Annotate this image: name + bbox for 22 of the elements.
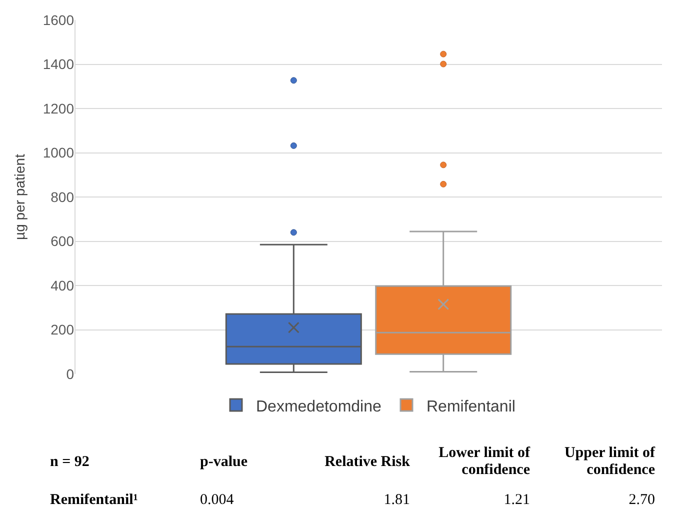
text: p-value bbox=[200, 452, 249, 472]
legend-label: Remifentanil bbox=[426, 398, 516, 416]
y-tick-label: 600 bbox=[50, 233, 74, 250]
text: 2.70 bbox=[628, 490, 655, 510]
y-tick-label: 0 bbox=[66, 366, 74, 382]
text: Upper limit of confidence bbox=[563, 444, 655, 480]
y-tick-label: 1200 bbox=[42, 100, 74, 116]
y-tick-label: 1400 bbox=[42, 56, 74, 72]
text: 0.004 bbox=[200, 490, 235, 510]
y-tick-label: 800 bbox=[50, 188, 74, 205]
text: Remifentanil¹ bbox=[50, 490, 139, 510]
text: n = 92 bbox=[50, 452, 90, 472]
y-tick-label: 200 bbox=[50, 322, 74, 338]
y-tick-label: 400 bbox=[50, 277, 74, 294]
y-tick-label: 1600 bbox=[42, 12, 74, 28]
y-tick-label: 1000 bbox=[42, 144, 74, 161]
text: 1.21 bbox=[502, 490, 530, 510]
text: Lower limit of confidence bbox=[438, 444, 530, 480]
text: Relative Risk bbox=[324, 452, 410, 472]
y-axis-title: µg per patient bbox=[11, 154, 28, 240]
legend-label: Dexmedetomdine bbox=[256, 398, 382, 416]
text: 1.81 bbox=[382, 490, 410, 510]
